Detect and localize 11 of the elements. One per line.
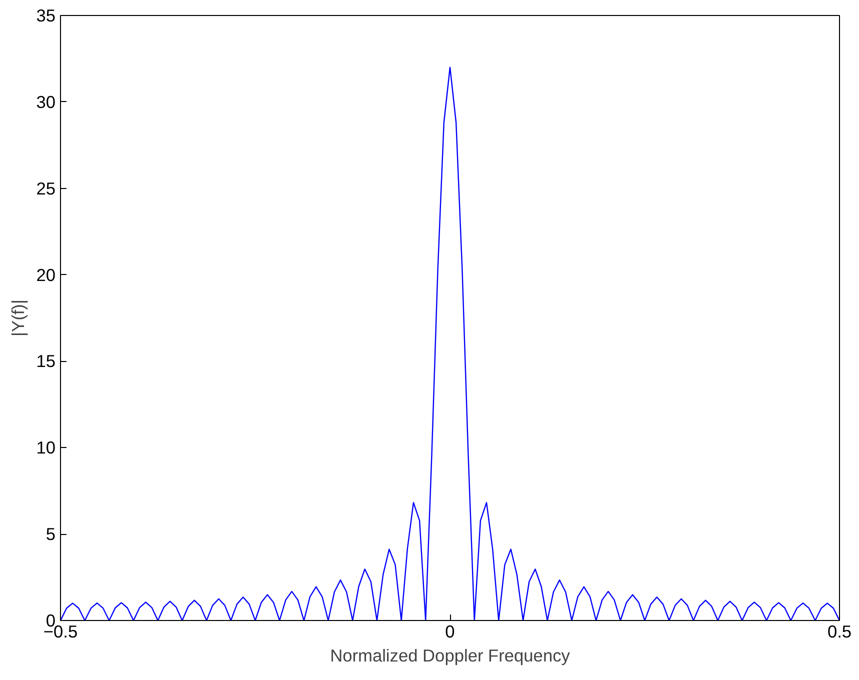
x-axis-title: Normalized Doppler Frequency	[330, 646, 570, 666]
y-tick-label: 30	[36, 92, 56, 112]
x-tick-label: 0.5	[827, 622, 852, 642]
y-axis-title: |Y(f)|	[8, 300, 28, 336]
y-tick-label: 5	[46, 524, 56, 544]
x-tick-label: 0	[445, 622, 455, 642]
y-tick-label: 10	[36, 438, 56, 458]
y-tick-label: 15	[36, 351, 56, 372]
y-tick-label: 35	[36, 6, 56, 26]
y-tick-label: 20	[36, 264, 56, 285]
y-tick-label: 25	[36, 178, 56, 198]
